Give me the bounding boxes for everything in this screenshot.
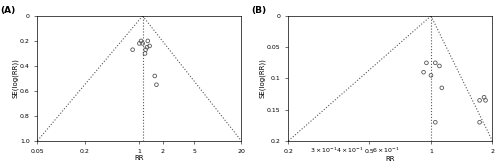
X-axis label: RR: RR	[134, 155, 144, 161]
Point	[143, 46, 151, 49]
Text: (A): (A)	[0, 6, 16, 15]
Point	[476, 99, 484, 102]
Y-axis label: SE(log(RR)): SE(log(RR))	[12, 58, 18, 98]
Point	[438, 87, 446, 89]
Point	[480, 96, 488, 99]
Text: (B): (B)	[252, 6, 266, 15]
Point	[150, 75, 158, 77]
Point	[422, 61, 430, 64]
Point	[482, 99, 490, 102]
Point	[432, 121, 440, 124]
Point	[142, 48, 150, 51]
Point	[136, 42, 143, 45]
Point	[128, 48, 136, 51]
Point	[141, 52, 149, 55]
Point	[137, 40, 145, 42]
Point	[146, 45, 154, 47]
Point	[138, 42, 146, 45]
Point	[144, 40, 152, 42]
Point	[432, 61, 440, 64]
Y-axis label: SE(log(RR)): SE(log(RR))	[259, 58, 266, 98]
X-axis label: RR: RR	[386, 156, 395, 162]
Point	[427, 74, 435, 77]
Point	[436, 65, 444, 67]
Point	[476, 121, 484, 124]
Point	[420, 71, 428, 74]
Point	[152, 83, 160, 86]
